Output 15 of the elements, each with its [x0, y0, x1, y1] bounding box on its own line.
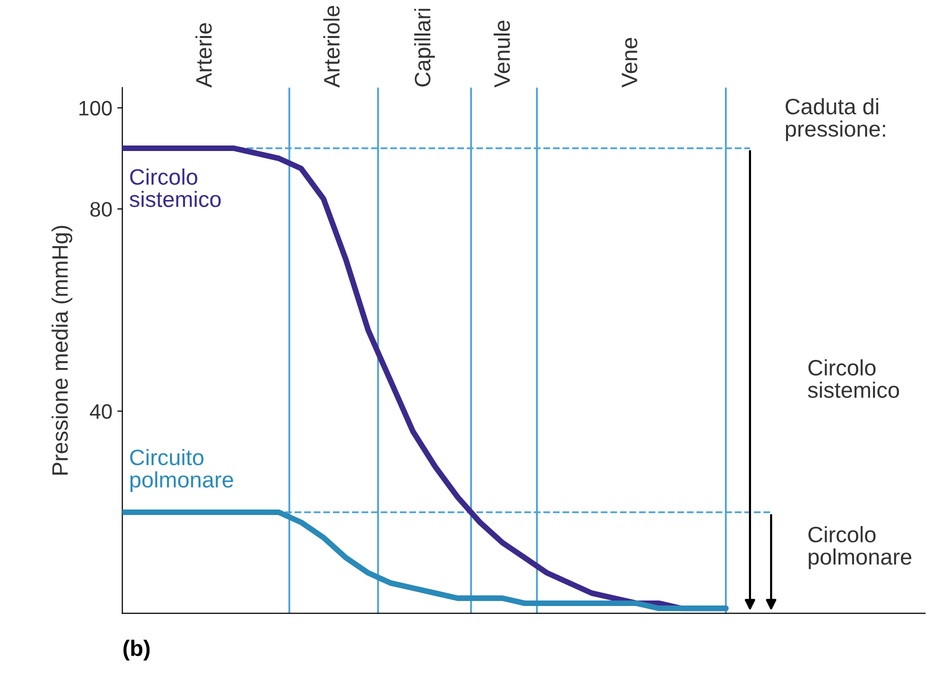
- y-tick-label: 40: [90, 404, 112, 419]
- series-label: Circuito polmonare: [130, 448, 234, 492]
- text: Caduta di pressione:: [786, 98, 886, 142]
- text: Arterie: [195, 23, 212, 88]
- text: Circolo polmonare: [808, 526, 912, 570]
- text: Circolo sistemico: [808, 359, 899, 398]
- y-tick-label: 80: [90, 202, 112, 217]
- series-label: Circolo sistemico: [130, 168, 221, 208]
- text: Venule: [494, 20, 510, 88]
- text: (b): [123, 640, 150, 661]
- y-axis-title: Pressione media (mmHg): [52, 226, 72, 475]
- text: Arteriole: [323, 6, 340, 88]
- text: Capillari: [414, 8, 435, 86]
- text: Vene: [622, 38, 638, 88]
- y-tick-label: 100: [79, 100, 112, 116]
